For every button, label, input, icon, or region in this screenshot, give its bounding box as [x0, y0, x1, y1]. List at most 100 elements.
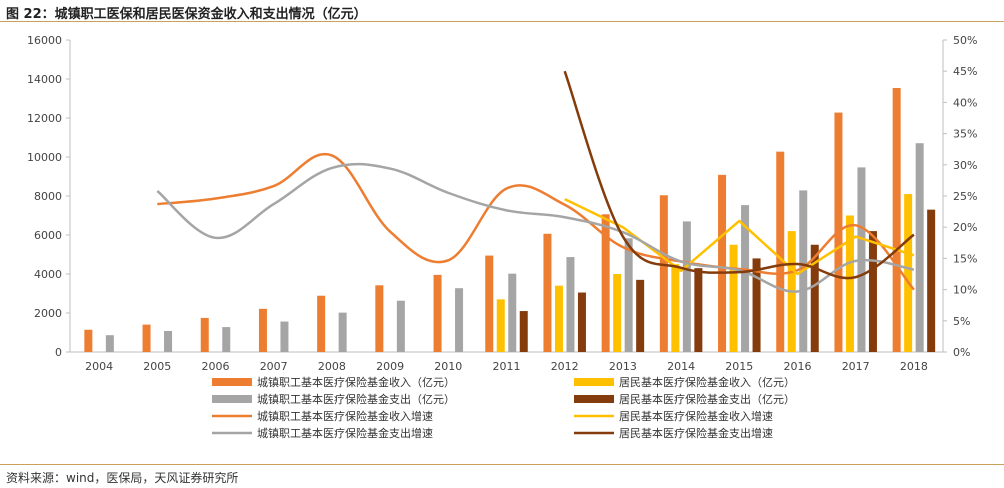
x-tick-label: 2010: [434, 360, 462, 373]
bar-居民基本医疗保险基金收入（亿元）: [496, 299, 505, 352]
bar-城镇职工基本医疗保险基金支出（亿元）: [741, 205, 750, 352]
legend-label: 城镇职工基本医疗保险基金收入（亿元）: [257, 375, 455, 389]
bar-城镇职工基本医疗保险基金收入（亿元）: [776, 151, 785, 352]
bar-居民基本医疗保险基金支出（亿元）: [927, 209, 936, 352]
bar-居民基本医疗保险基金支出（亿元）: [810, 244, 819, 352]
bar-城镇职工基本医疗保险基金支出（亿元）: [338, 312, 347, 352]
x-tick-label: 2004: [85, 360, 113, 373]
y-right-tick-label: 5%: [953, 315, 970, 328]
bar-城镇职工基本医疗保险基金收入（亿元）: [258, 308, 267, 352]
bar-居民基本医疗保险基金支出（亿元）: [752, 258, 761, 352]
bar-居民基本医疗保险基金支出（亿元）: [636, 279, 645, 352]
x-tick-label: 2009: [376, 360, 404, 373]
y-right-tick-label: 0%: [953, 346, 970, 359]
bar-居民基本医疗保险基金收入（亿元）: [904, 194, 913, 352]
x-tick-label: 2016: [784, 360, 812, 373]
bar-居民基本医疗保险基金支出（亿元）: [694, 268, 703, 352]
x-tick-label: 2005: [143, 360, 171, 373]
y-left-tick-label: 14000: [27, 73, 62, 86]
line-居民基本医疗保险基金支出增速: [563, 70, 915, 280]
y-left-tick-label: 10000: [27, 151, 62, 164]
legend-swatch-bar: [212, 395, 252, 403]
bar-居民基本医疗保险基金收入（亿元）: [729, 244, 738, 352]
y-right-tick-label: 40%: [953, 96, 977, 109]
legend-label: 居民基本医疗保险基金支出（亿元）: [619, 392, 795, 406]
y-left-tick-label: 8000: [34, 190, 62, 203]
bar-城镇职工基本医疗保险基金收入（亿元）: [601, 214, 610, 352]
bar-居民基本医疗保险基金收入（亿元）: [613, 274, 622, 352]
bar-城镇职工基本医疗保险基金收入（亿元）: [200, 317, 209, 352]
x-tick-label: 2014: [667, 360, 695, 373]
title-divider: [0, 21, 1004, 22]
bar-居民基本医疗保险基金支出（亿元）: [519, 311, 528, 352]
bar-城镇职工基本医疗保险基金收入（亿元）: [317, 295, 326, 352]
bar-城镇职工基本医疗保险基金收入（亿元）: [485, 255, 494, 352]
bar-城镇职工基本医疗保险基金支出（亿元）: [455, 288, 464, 352]
y-right-tick-label: 20%: [953, 221, 977, 234]
bar-城镇职工基本医疗保险基金支出（亿元）: [624, 238, 633, 352]
x-tick-label: 2018: [900, 360, 928, 373]
bar-城镇职工基本医疗保险基金支出（亿元）: [508, 273, 517, 352]
bar-城镇职工基本医疗保险基金支出（亿元）: [222, 327, 231, 352]
bar-城镇职工基本医疗保险基金支出（亿元）: [105, 335, 114, 352]
bar-城镇职工基本医疗保险基金收入（亿元）: [375, 285, 384, 352]
line-城镇职工基本医疗保险基金收入增速: [157, 152, 915, 291]
y-right-tick-label: 45%: [953, 65, 977, 78]
x-tick-label: 2013: [609, 360, 637, 373]
legend-label: 城镇职工基本医疗保险基金支出（亿元）: [257, 392, 455, 406]
bar-城镇职工基本医疗保险基金支出（亿元）: [164, 330, 173, 352]
y-right-tick-label: 25%: [953, 190, 977, 203]
bar-居民基本医疗保险基金收入（亿元）: [554, 285, 563, 352]
y-right-tick-label: 10%: [953, 284, 977, 297]
legend-swatch-bar: [212, 378, 252, 386]
bar-城镇职工基本医疗保险基金支出（亿元）: [915, 143, 924, 352]
y-right-tick-label: 50%: [953, 34, 977, 47]
chart-title: 图 22：城镇职工医保和居民医保资金收入和支出情况（亿元）: [6, 7, 367, 22]
x-tick-label: 2007: [260, 360, 288, 373]
y-left-tick-label: 0: [55, 346, 62, 359]
bar-居民基本医疗保险基金支出（亿元）: [868, 231, 877, 352]
lines-layer: [156, 70, 915, 293]
y-left-tick-label: 4000: [34, 268, 62, 281]
bar-城镇职工基本医疗保险基金支出（亿元）: [682, 221, 691, 352]
bar-城镇职工基本医疗保险基金收入（亿元）: [84, 329, 93, 352]
bar-城镇职工基本医疗保险基金收入（亿元）: [433, 274, 442, 352]
y-right-tick-label: 30%: [953, 159, 977, 172]
y-left-tick-label: 12000: [27, 112, 62, 125]
legend-label: 居民基本医疗保险基金收入（亿元）: [619, 375, 795, 389]
bar-城镇职工基本医疗保险基金支出（亿元）: [396, 300, 405, 352]
x-tick-label: 2017: [842, 360, 870, 373]
y-right-tick-label: 15%: [953, 252, 977, 265]
legend-label: 居民基本医疗保险基金支出增速: [619, 426, 773, 440]
bar-城镇职工基本医疗保险基金收入（亿元）: [892, 88, 901, 352]
bar-城镇职工基本医疗保险基金收入（亿元）: [718, 174, 727, 352]
bar-城镇职工基本医疗保险基金收入（亿元）: [142, 324, 151, 352]
line-居民基本医疗保险基金收入增速: [564, 197, 915, 276]
legend-label: 城镇职工基本医疗保险基金收入增速: [257, 409, 433, 423]
legend-label: 居民基本医疗保险基金收入增速: [619, 409, 773, 423]
legend: 城镇职工基本医疗保险基金收入（亿元） 居民基本医疗保险基金收入（亿元） 城镇职工基本…: [212, 375, 795, 440]
bar-城镇职工基本医疗保险基金支出（亿元）: [280, 321, 289, 352]
y-left-tick-label: 2000: [34, 307, 62, 320]
y-right-tick-label: 35%: [953, 128, 977, 141]
x-tick-label: 2012: [551, 360, 579, 373]
x-tick-label: 2006: [202, 360, 230, 373]
y-left-tick-label: 16000: [27, 34, 62, 47]
bar-城镇职工基本医疗保险基金支出（亿元）: [566, 257, 575, 352]
legend-label: 城镇职工基本医疗保险基金支出增速: [257, 426, 433, 440]
bar-城镇职工基本医疗保险基金收入（亿元）: [659, 195, 668, 352]
bar-居民基本医疗保险基金支出（亿元）: [577, 292, 586, 352]
x-tick-label: 2015: [725, 360, 753, 373]
tick-labels: 0 2000 4000 6000 8000 10000 12000 14000 16000 0% 5…: [27, 34, 977, 373]
bar-居民基本医疗保险基金收入（亿元）: [845, 215, 854, 352]
bar-城镇职工基本医疗保险基金收入（亿元）: [543, 233, 552, 352]
line-城镇职工基本医疗保险基金支出增速: [156, 162, 915, 293]
legend-swatch-bar: [574, 395, 614, 403]
y-left-tick-label: 6000: [34, 229, 62, 242]
chart: 0 2000 4000 6000 8000 10000 12000 14000 16000 0% 5…: [27, 34, 977, 440]
legend-swatch-bar: [574, 378, 614, 386]
bars-layer: [84, 88, 936, 352]
axes: [66, 39, 947, 353]
bar-居民基本医疗保险基金收入（亿元）: [671, 264, 680, 352]
x-tick-label: 2011: [493, 360, 521, 373]
